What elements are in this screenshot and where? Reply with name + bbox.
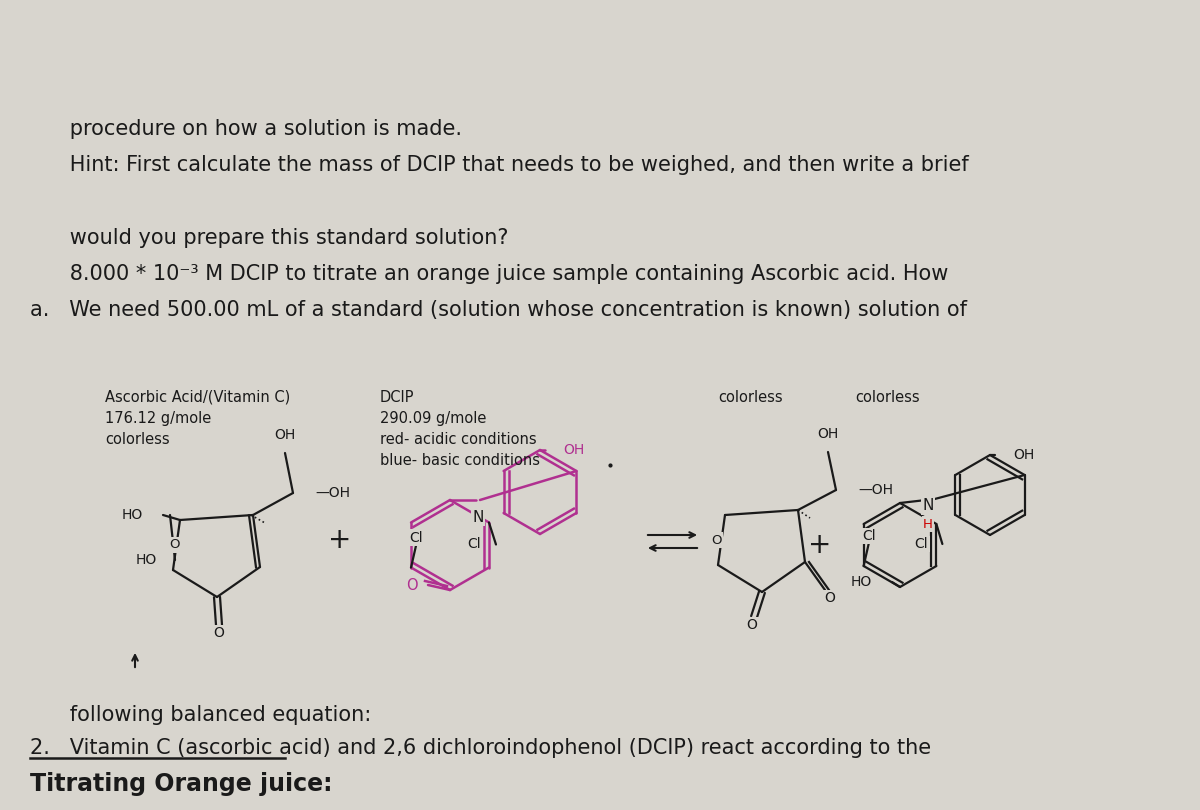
Text: Ascorbic Acid/(Vitamin C)
176.12 g/mole
colorless: Ascorbic Acid/(Vitamin C) 176.12 g/mole … [106, 390, 290, 447]
Text: 8.000 * 10⁻³ M DCIP to titrate an orange juice sample containing Ascorbic acid. : 8.000 * 10⁻³ M DCIP to titrate an orange… [30, 264, 948, 284]
Text: colorless: colorless [854, 390, 919, 405]
Text: Cl: Cl [409, 531, 422, 544]
Text: would you prepare this standard solution?: would you prepare this standard solution… [30, 228, 509, 248]
Text: O: O [712, 534, 721, 547]
Text: N: N [923, 498, 934, 514]
Text: 2.   Vitamin C (ascorbic acid) and 2,6 dichloroindophenol (DCIP) react according: 2. Vitamin C (ascorbic acid) and 2,6 dic… [30, 738, 931, 758]
Text: HO: HO [136, 553, 157, 567]
Text: O: O [407, 578, 418, 592]
Text: OH: OH [817, 427, 839, 441]
Text: N: N [473, 509, 484, 525]
Text: H: H [923, 518, 932, 531]
Text: Cl: Cl [467, 538, 481, 552]
Text: O: O [169, 539, 180, 552]
Text: procedure on how a solution is made.: procedure on how a solution is made. [30, 119, 462, 139]
Text: colorless: colorless [718, 390, 782, 405]
Text: DCIP
290.09 g/mole
red- acidic conditions
blue- basic conditions: DCIP 290.09 g/mole red- acidic condition… [380, 390, 540, 468]
Text: O: O [746, 618, 757, 632]
Text: —OH: —OH [314, 486, 350, 500]
Text: O: O [214, 626, 224, 640]
Text: +: + [329, 526, 352, 554]
Text: Hint: First calculate the mass of DCIP that needs to be weighed, and then write : Hint: First calculate the mass of DCIP t… [30, 155, 968, 175]
Text: following balanced equation:: following balanced equation: [30, 705, 371, 725]
Text: +: + [809, 531, 832, 559]
Text: a.   We need 500.00 mL of a standard (solution whose concentration is known) sol: a. We need 500.00 mL of a standard (solu… [30, 300, 967, 320]
Text: Cl: Cl [862, 529, 876, 543]
Text: OH: OH [563, 443, 584, 457]
Text: Cl: Cl [914, 537, 929, 551]
Text: Titrating Orange juice:: Titrating Orange juice: [30, 772, 332, 796]
Text: —OH: —OH [858, 483, 893, 497]
Text: O: O [824, 591, 835, 605]
Text: OH: OH [1013, 448, 1034, 462]
Text: OH: OH [275, 428, 295, 442]
Text: HO: HO [851, 575, 872, 589]
Text: HO: HO [121, 508, 143, 522]
